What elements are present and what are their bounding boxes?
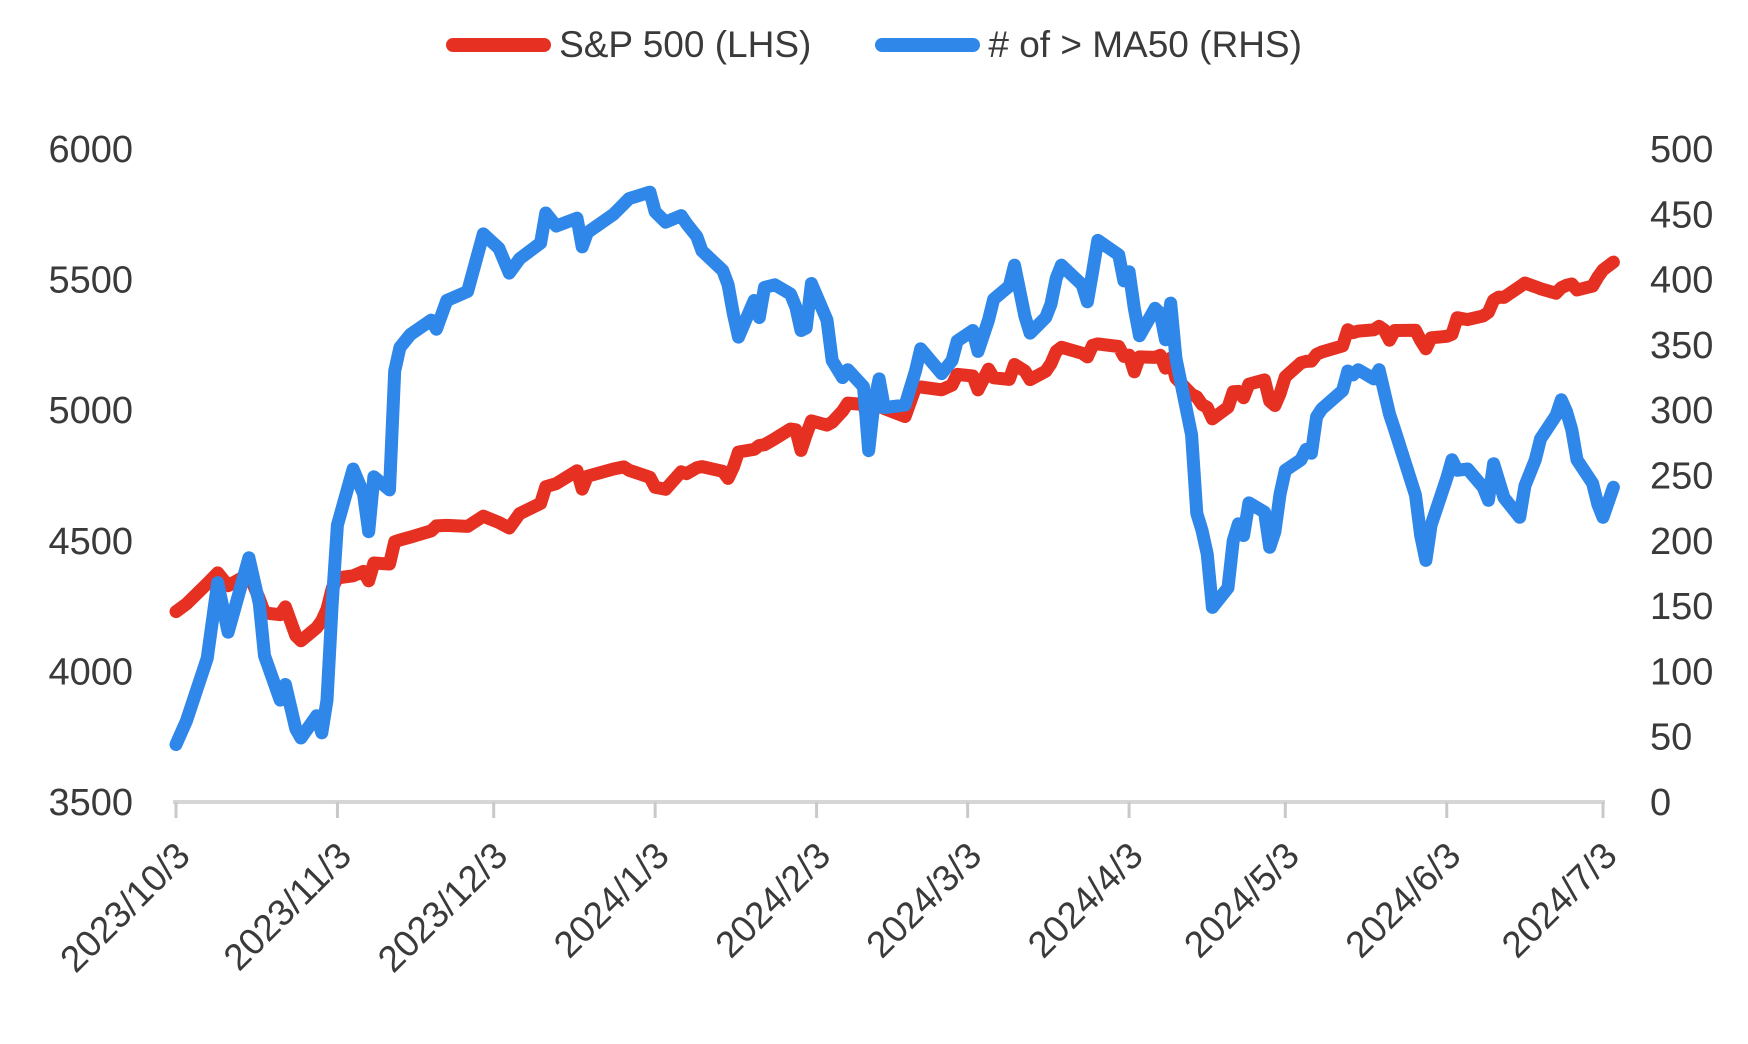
- x-axis-tick-label: 2024/4/3: [1020, 835, 1151, 966]
- left-axis-tick-label: 3500: [48, 782, 133, 824]
- right-axis-tick-label: 50: [1650, 717, 1692, 759]
- right-axis-tick-label: 350: [1650, 325, 1713, 367]
- left-axis-tick-label: 5500: [48, 260, 133, 302]
- right-axis-tick-label: 0: [1650, 782, 1671, 824]
- x-axis-tick-label: 2024/7/3: [1494, 835, 1625, 966]
- x-axis-tick-label: 2024/2/3: [707, 835, 838, 966]
- right-axis-tick-label: 100: [1650, 651, 1713, 693]
- left-axis-tick-label: 4000: [48, 651, 133, 693]
- right-axis-tick-label: 400: [1650, 260, 1713, 302]
- right-axis-tick-label: 200: [1650, 521, 1713, 563]
- right-axis-tick-label: 300: [1650, 390, 1713, 432]
- x-axis-tick-label: 2024/1/3: [546, 835, 677, 966]
- right-axis-tick-label: 250: [1650, 456, 1713, 498]
- right-axis-tick-label: 450: [1650, 194, 1713, 236]
- x-axis-tick-label: 2023/11/3: [216, 835, 359, 978]
- axis-label-layer: 2023/10/3 2023/11/3 2023/12/3 2024/1/3 2024/…: [48, 129, 1713, 980]
- left-axis-tick-label: 5000: [48, 390, 133, 432]
- x-axis-tick-label: 2024/6/3: [1338, 835, 1469, 966]
- x-axis-tick-label: 2023/10/3: [52, 835, 197, 980]
- left-axis-tick-label: 4500: [48, 521, 133, 563]
- x-axis-tick-label: 2023/12/3: [370, 835, 515, 980]
- right-axis-tick-label: 500: [1650, 129, 1713, 171]
- axis-layer: [173, 800, 1605, 818]
- x-axis-tick-label: 2024/5/3: [1176, 835, 1307, 966]
- sp500-line-series: [169, 255, 1620, 648]
- x-axis-tick-label: 2024/3/3: [858, 835, 989, 966]
- ma50-count-line-series: [169, 185, 1620, 751]
- left-axis-tick-label: 6000: [48, 129, 133, 171]
- right-axis-tick-label: 150: [1650, 586, 1713, 628]
- series-layer: [169, 185, 1620, 751]
